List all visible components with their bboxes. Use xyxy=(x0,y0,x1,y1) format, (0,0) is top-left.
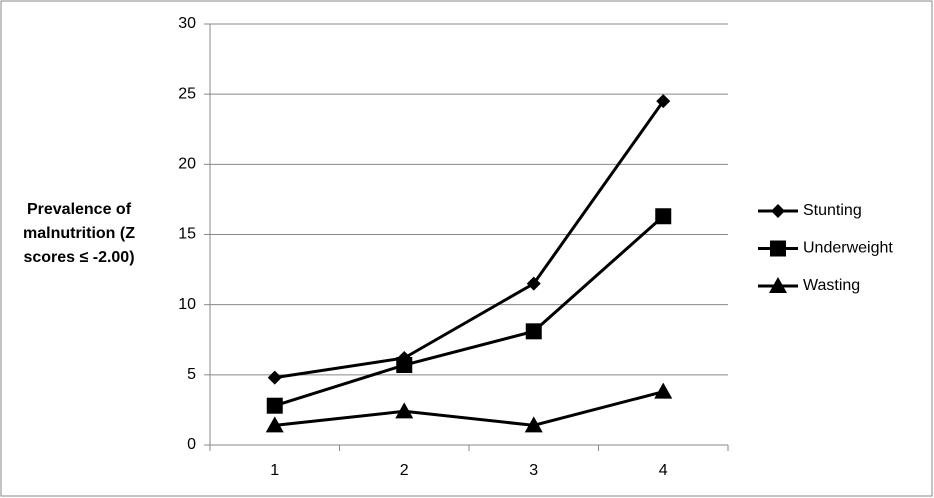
y-tick-label: 30 xyxy=(178,15,196,32)
series-line xyxy=(274,390,664,427)
series-line xyxy=(274,215,665,408)
marker xyxy=(654,382,673,399)
y-axis-label: Prevalence of malnutrition (Z scores ≤ -… xyxy=(23,201,135,266)
x-tick-label: 1 xyxy=(270,462,279,479)
marker xyxy=(656,94,671,109)
series-line xyxy=(274,100,665,380)
marker xyxy=(395,402,414,419)
marker xyxy=(524,416,543,433)
legend-label: Stunting xyxy=(803,202,862,219)
marker xyxy=(396,357,413,374)
marker xyxy=(265,416,284,433)
y-tick-label: 25 xyxy=(178,85,196,102)
y-tick-label: 15 xyxy=(178,226,196,243)
marker xyxy=(769,277,787,293)
legend-label: Wasting xyxy=(803,277,860,294)
y-tick-label: 5 xyxy=(187,366,196,383)
marker xyxy=(526,276,541,291)
x-tick-label: 4 xyxy=(659,462,668,479)
marker xyxy=(771,204,785,218)
marker xyxy=(267,370,282,385)
y-tick-label: 20 xyxy=(178,156,196,173)
marker xyxy=(525,323,542,340)
legend-label: Underweight xyxy=(803,240,893,257)
x-tick-label: 2 xyxy=(400,462,409,479)
marker xyxy=(770,240,786,257)
marker xyxy=(655,208,672,225)
y-tick-label: 0 xyxy=(187,436,196,453)
marker xyxy=(266,397,283,414)
x-tick-label: 3 xyxy=(529,462,538,479)
y-tick-label: 10 xyxy=(178,296,196,313)
